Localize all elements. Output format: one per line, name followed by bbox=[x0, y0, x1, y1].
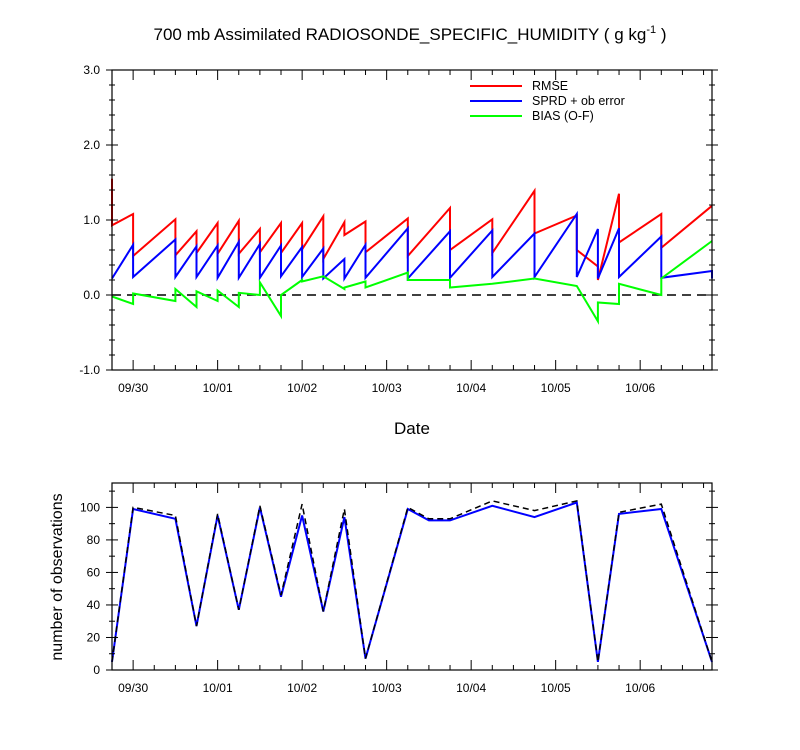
legend-label: BIAS (O-F) bbox=[532, 109, 594, 123]
top-axis-ticks bbox=[106, 69, 718, 371]
legend-label: SPRD + ob error bbox=[532, 94, 625, 108]
top-x-tick-label: 10/02 bbox=[287, 381, 317, 395]
top-series-bias-o-f bbox=[111, 240, 713, 325]
top-x-tick-label: 10/01 bbox=[203, 381, 233, 395]
bottom-y-tick-label: 40 bbox=[87, 598, 101, 612]
top-x-tick-label: 10/05 bbox=[541, 381, 571, 395]
bottom-y-tick-label: 0 bbox=[93, 663, 100, 677]
chart-title-main: 700 mb Assimilated RADIOSONDE_SPECIFIC_H… bbox=[154, 25, 647, 44]
top-x-tick-label: 10/06 bbox=[625, 381, 655, 395]
top-tick-labels: 09/30 10/01 10/02 10/03 10/04 10/05 10/06 -1.0 0… bbox=[79, 63, 655, 395]
legend-label: RMSE bbox=[532, 79, 568, 93]
bottom-x-tick-label: 10/01 bbox=[203, 681, 233, 695]
bottom-axis-ticks bbox=[106, 483, 718, 671]
top-x-tick-label: 10/04 bbox=[456, 381, 486, 395]
bottom-series-assimilated bbox=[111, 501, 713, 663]
top-panel: 09/30 10/01 10/02 10/03 10/04 10/05 10/06 -1.0 0… bbox=[79, 63, 718, 438]
y-axis-label-observations: number of observations bbox=[49, 493, 66, 660]
bottom-x-tick-label: 10/05 bbox=[541, 681, 571, 695]
bottom-panel: 09/30 10/01 10/02 10/03 10/04 10/05 10/06 0 20 40… bbox=[49, 482, 718, 695]
bottom-y-tick-label: 20 bbox=[87, 630, 101, 644]
top-series-sprd-ob-error bbox=[111, 210, 713, 282]
top-y-tick-label: 2.0 bbox=[83, 138, 100, 152]
top-series-rmse bbox=[111, 178, 713, 281]
top-series-group bbox=[111, 178, 713, 325]
top-x-tick-label: 09/30 bbox=[118, 381, 148, 395]
chart-title-exponent: -1 bbox=[646, 24, 656, 36]
bottom-x-tick-label: 10/02 bbox=[287, 681, 317, 695]
bottom-y-tick-label: 60 bbox=[87, 565, 101, 579]
bottom-x-tick-label: 10/03 bbox=[372, 681, 402, 695]
bottom-y-tick-label: 80 bbox=[87, 533, 101, 547]
x-axis-label: Date bbox=[394, 419, 430, 438]
bottom-tick-labels: 09/30 10/01 10/02 10/03 10/04 10/05 10/06 0 20 40… bbox=[80, 500, 656, 695]
bottom-series-possible bbox=[111, 499, 713, 663]
bottom-plot-frame bbox=[111, 482, 713, 671]
chart-title: 700 mb Assimilated RADIOSONDE_SPECIFIC_H… bbox=[154, 24, 667, 44]
chart-title-suffix: ) bbox=[656, 25, 666, 44]
bottom-series-group bbox=[111, 499, 713, 663]
top-plot-frame bbox=[111, 69, 713, 371]
top-y-tick-label: 1.0 bbox=[83, 213, 100, 227]
top-y-tick-label: 0.0 bbox=[83, 288, 100, 302]
top-x-tick-label: 10/03 bbox=[372, 381, 402, 395]
top-y-tick-label: -1.0 bbox=[79, 363, 100, 377]
bottom-x-tick-label: 10/04 bbox=[456, 681, 486, 695]
bottom-x-tick-label: 09/30 bbox=[118, 681, 148, 695]
bottom-y-tick-label: 100 bbox=[80, 500, 100, 514]
bottom-x-tick-label: 10/06 bbox=[625, 681, 655, 695]
top-y-tick-label: 3.0 bbox=[83, 63, 100, 77]
